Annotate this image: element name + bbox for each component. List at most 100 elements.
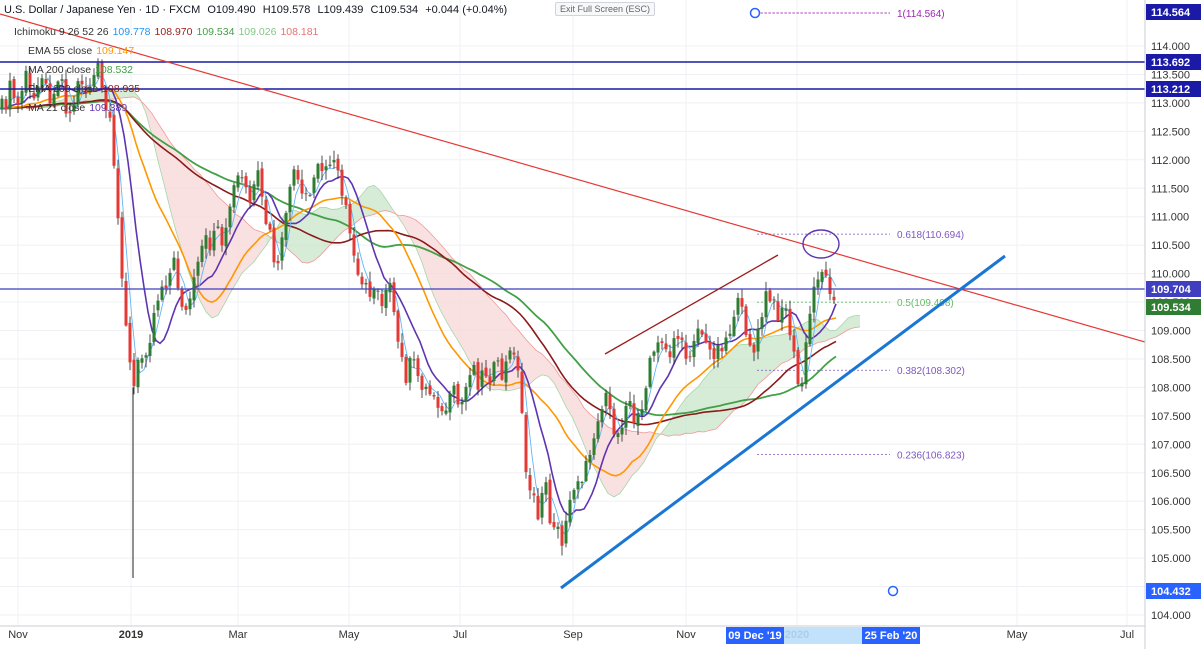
cloud-segment [332,208,338,243]
candle-body [496,360,500,362]
price-tick-label: 112.500 [1151,126,1190,138]
cloud-segment [446,250,452,332]
candle-body [552,521,556,528]
candle-body [544,482,548,495]
candle-body [416,358,420,376]
chart-header: U.S. Dollar / Japanese Yen · 1D · FXCM O… [4,4,511,16]
candle-body [828,277,832,295]
price-tag-label: 109.704 [1151,284,1192,296]
change-value: +0.044 (+0.04%) [425,4,508,16]
candle-body [168,272,172,286]
grid-lines [0,0,1145,626]
candle-body [96,62,100,77]
symbol-title[interactable]: U.S. Dollar / Japanese Yen · 1D · FXCM [4,4,201,16]
candle-body [580,482,584,484]
cloud-segment [536,350,542,379]
candle-body [160,286,164,300]
price-axis[interactable]: 104.000104.500105.000105.500106.000106.5… [1151,41,1191,622]
candle-body [128,322,132,363]
candle-body [100,61,104,89]
cloud-segment [170,141,176,232]
candle-body [664,343,668,350]
cloud-segment [368,185,374,216]
indicator-legend-3[interactable]: EMA 200 close 108.935 [28,83,144,95]
candle-body [332,160,336,163]
candle-body [292,169,296,186]
cloud-segment [362,187,368,218]
candle-body [432,395,436,397]
candle-body [484,367,488,377]
candle-body [536,495,540,520]
candle-body [344,198,348,206]
candle-body [16,96,20,105]
highlight-circle [802,229,840,259]
candle-body [440,406,444,412]
candle-body [532,493,536,496]
cloud-span-a [25,86,861,498]
candle-body [372,288,376,299]
cloud-segment [68,95,74,105]
candle-body [620,427,624,435]
cloud-segment [566,382,572,417]
cloud-segment [746,343,752,401]
candle-body [712,348,716,359]
date-tag [862,627,920,644]
candle-body [760,317,764,329]
candle-body [812,286,816,313]
time-axis[interactable]: Nov2019MarMayJulSepNov2020MayJul09 Dec '… [8,627,1134,644]
candle-body [76,81,80,103]
candle-body [732,316,736,336]
price-tag-label: 114.564 [1151,7,1191,19]
cloud-segment [650,431,656,451]
cloud-segment [842,317,848,334]
candle-body [228,206,232,228]
low-value: 109.439 [323,4,364,16]
cloud-segment [188,161,194,288]
candle-body [452,385,456,395]
price-tick-label: 106.500 [1151,468,1191,480]
candle-body [36,86,40,98]
cloud-segment [470,274,476,372]
price-tick-label: 108.000 [1151,382,1191,394]
candle-body [808,313,812,345]
candle-body [216,226,220,228]
candle-body [180,289,184,307]
price-tick-label: 107.500 [1151,411,1191,423]
price-tick-label: 112.000 [1151,155,1190,167]
candle-body [136,359,140,388]
candle-body [320,163,324,172]
candle-body [304,193,308,195]
candle-body [184,305,188,310]
cloud-segment [176,149,182,251]
candle-body [444,410,448,414]
cloud-segment [734,344,740,411]
cloud-segment [296,210,302,263]
price-tick-label: 110.500 [1151,240,1190,252]
candle-body [668,351,672,358]
candle-body [336,158,340,171]
exit-fullscreen-button[interactable]: Exit Full Screen (ESC) [555,2,656,16]
candle-body [672,338,676,358]
indicator-legend-1[interactable]: EMA 55 close 109.147 [28,45,138,57]
cloud-segment [704,371,710,433]
indicator-value: 109.026 [238,26,277,38]
candle-body [340,169,344,196]
candle-body [692,340,696,358]
candle-body [396,310,400,342]
candle-body [60,79,64,81]
cloud-segment [356,194,362,223]
indicator-legend-0[interactable]: Ichimoku 9 26 52 26 109.778 108.970 109.534… [14,26,322,38]
candle-body [832,296,836,301]
candle-body [740,298,744,307]
candle-body [584,461,588,482]
indicator-legend-2[interactable]: MA 200 close 108.532 [28,64,137,76]
price-tick-label: 104.000 [1151,610,1191,622]
indicator-legend-4[interactable]: MA 21 close 109.389 [28,102,131,114]
candle-body [324,166,328,171]
cloud-segment [626,429,632,485]
candle-body [308,195,312,197]
candle-body [28,72,32,90]
candle-body [404,356,408,383]
price-tick-label: 105.500 [1151,525,1191,537]
